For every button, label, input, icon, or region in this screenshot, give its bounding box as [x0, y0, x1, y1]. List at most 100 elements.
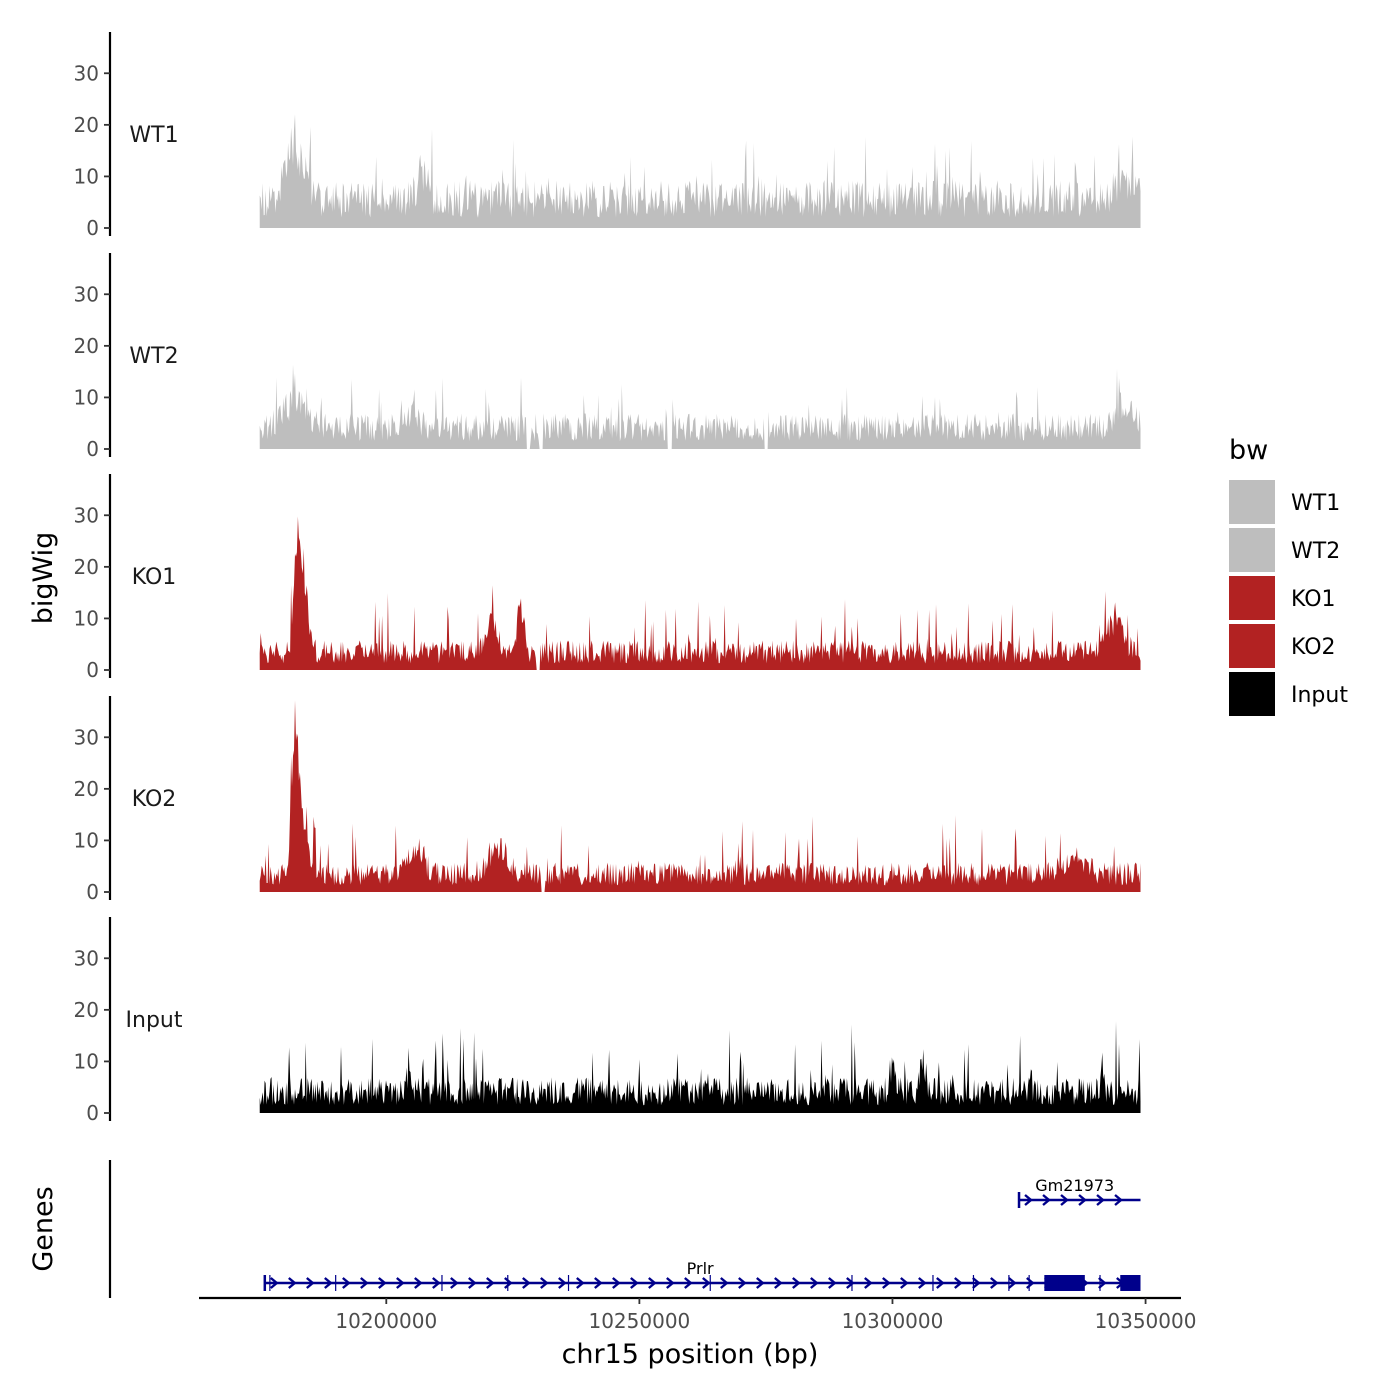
strand-chevron [648, 1277, 657, 1289]
y-tick-label: 10 [74, 1049, 99, 1073]
strand-chevron [594, 1277, 603, 1289]
strand-chevron [324, 1277, 333, 1289]
track-label: KO1 [132, 565, 177, 590]
y-tick-label: 0 [86, 658, 99, 682]
strand-chevron [792, 1277, 801, 1289]
strand-chevron [990, 1277, 999, 1289]
legend-label: KO1 [1291, 587, 1336, 612]
legend-label: KO2 [1291, 635, 1336, 660]
strand-chevron [396, 1277, 405, 1289]
x-axis: 10200000 10250000 10300000 10350000 [199, 1296, 1197, 1333]
x-tick-label: 10200000 [335, 1309, 437, 1333]
track-label: WT1 [129, 123, 178, 148]
strand-chevron [918, 1277, 927, 1289]
strand-chevron [414, 1277, 423, 1289]
x-tick-label: 10250000 [588, 1309, 690, 1333]
track-ko2: 0 10 20 30 KO2 [74, 696, 1141, 904]
track-label: Input [126, 1008, 183, 1033]
legend-swatch [1229, 528, 1275, 572]
strand-chevron [864, 1277, 873, 1289]
strand-chevron [1024, 1194, 1033, 1206]
strand-chevron [972, 1277, 981, 1289]
signal-area-ko2 [259, 700, 1141, 892]
x-axis-title: chr15 position (bp) [562, 1339, 819, 1370]
strand-chevron [666, 1277, 675, 1289]
strand-chevron [900, 1277, 909, 1289]
legend-swatch [1229, 576, 1275, 620]
legend: bw WT1 WT2 KO1 KO2 Input [1229, 435, 1348, 716]
strand-chevron [756, 1277, 765, 1289]
y-tick-label: 0 [86, 880, 99, 904]
genes-axis-title: Genes [28, 1186, 59, 1271]
legend-item-wt1: WT1 [1229, 480, 1340, 524]
legend-item-input: Input [1229, 672, 1348, 716]
y-tick-label: 30 [74, 282, 99, 306]
signal-area-wt1 [259, 114, 1141, 228]
y-tick-label: 10 [74, 385, 99, 409]
strand-chevron [486, 1277, 495, 1289]
track-label: WT2 [129, 344, 178, 369]
legend-swatch [1229, 672, 1275, 716]
strand-chevron [360, 1277, 369, 1289]
strand-chevron [432, 1277, 441, 1289]
strand-chevron [342, 1277, 351, 1289]
strand-chevron [612, 1277, 621, 1289]
y-tick-label: 20 [74, 777, 99, 801]
y-tick-label: 20 [74, 555, 99, 579]
exon-block [1044, 1275, 1085, 1291]
track-wt2: 0 10 20 30 WT2 [74, 253, 1141, 461]
strand-chevron [720, 1277, 729, 1289]
y-tick-label: 10 [74, 828, 99, 852]
strand-chevron [576, 1277, 585, 1289]
strand-chevron [954, 1277, 963, 1289]
y-tick-label: 0 [86, 437, 99, 461]
track-label: KO2 [132, 787, 177, 812]
track-input: 0 10 20 30 Input [74, 917, 1141, 1125]
strand-chevron [1098, 1277, 1107, 1289]
strand-chevron [882, 1277, 891, 1289]
legend-item-ko1: KO1 [1229, 576, 1336, 620]
strand-chevron [1114, 1194, 1123, 1206]
strand-chevron [1078, 1194, 1087, 1206]
y-axis-title: bigWig [28, 532, 59, 625]
strand-chevron [468, 1277, 477, 1289]
strand-chevron [684, 1277, 693, 1289]
strand-chevron [540, 1277, 549, 1289]
y-tick-label: 20 [74, 334, 99, 358]
signal-area-ko1 [259, 516, 1141, 670]
legend-label: WT2 [1291, 539, 1340, 564]
legend-label: WT1 [1291, 491, 1340, 516]
track-ko1: 0 10 20 30 KO1 [74, 474, 1141, 682]
gene-label: Prlr [687, 1259, 714, 1278]
y-tick-label: 30 [74, 61, 99, 85]
strand-chevron [558, 1277, 567, 1289]
legend-label: Input [1291, 683, 1348, 708]
genes-panel: Gm21973 Prlr [108, 1160, 1141, 1298]
strand-chevron [1096, 1194, 1105, 1206]
x-tick-label: 10350000 [1095, 1309, 1197, 1333]
strand-chevron [738, 1277, 747, 1289]
y-tick-label: 30 [74, 725, 99, 749]
strand-chevron [828, 1277, 837, 1289]
y-tick-label: 10 [74, 164, 99, 188]
gene-gm21973: Gm21973 [1017, 1176, 1141, 1208]
strand-chevron [306, 1277, 315, 1289]
strand-chevron [1042, 1194, 1051, 1206]
strand-chevron [504, 1277, 513, 1289]
strand-chevron [378, 1277, 387, 1289]
strand-chevron [1060, 1194, 1069, 1206]
y-tick-label: 0 [86, 1101, 99, 1125]
strand-chevron [810, 1277, 819, 1289]
signal-area-wt2 [259, 364, 1141, 449]
strand-chevron [522, 1277, 531, 1289]
strand-chevron [936, 1277, 945, 1289]
legend-title: bw [1229, 435, 1268, 466]
signal-area-input [259, 1021, 1141, 1113]
x-tick-label: 10300000 [842, 1309, 944, 1333]
y-tick-label: 30 [74, 946, 99, 970]
y-tick-label: 20 [74, 998, 99, 1022]
exon-block [1120, 1275, 1141, 1291]
y-tick-label: 20 [74, 113, 99, 137]
gene-prlr: Prlr [263, 1259, 1141, 1291]
